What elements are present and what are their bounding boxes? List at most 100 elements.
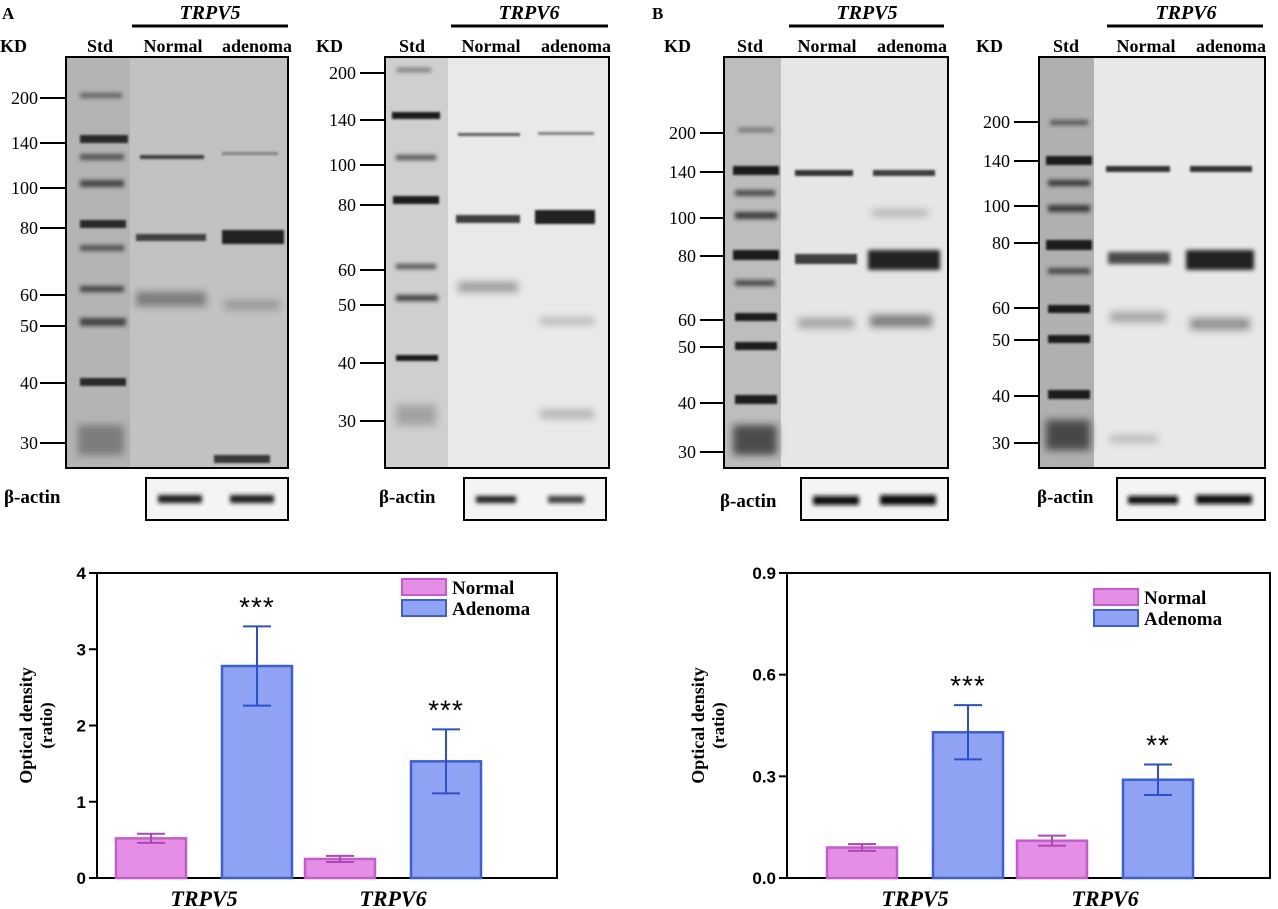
marker-ticks (700, 132, 724, 453)
lane-label-normal: Normal (462, 36, 521, 56)
marker-ticks (1014, 121, 1039, 444)
y-tick-label: 0 (77, 869, 86, 888)
marker-label: 30 (338, 411, 356, 431)
blot-b-trpv6: TRPV6 KD Std Normal adenoma (976, 2, 1266, 521)
std-label: Std (399, 36, 425, 56)
y-tick-label: 0.3 (752, 767, 776, 786)
actin-band (476, 496, 516, 503)
std-lane (1040, 58, 1094, 467)
significance-marker: *** (239, 591, 275, 622)
lane-label-normal: Normal (144, 36, 203, 56)
marker-label: 140 (329, 110, 356, 130)
bar-normal-trpv5 (114, 837, 188, 880)
marker-label: 60 (338, 260, 356, 280)
marker-label: 100 (11, 178, 38, 198)
marker-label: 40 (678, 393, 696, 413)
blot-a-trpv6: TRPV6 KD Std Normal adenoma (316, 2, 611, 521)
actin-band (1128, 496, 1178, 504)
std-label: Std (87, 36, 113, 56)
legend-swatch (401, 578, 447, 596)
gene-label: TRPV6 (1155, 2, 1216, 24)
legend-label: Adenoma (1144, 609, 1223, 630)
marker-label: 100 (329, 155, 356, 175)
marker-label: 100 (983, 196, 1010, 216)
marker-label: 200 (329, 63, 356, 83)
marker-ticks (360, 72, 385, 422)
sample-bands (456, 132, 595, 418)
loading-label: β-actin (720, 491, 777, 512)
marker-label: 60 (678, 310, 696, 330)
lane-label-adenoma: adenoma (222, 36, 292, 56)
std-label: Std (737, 36, 763, 56)
blot-a-trpv5: TRPV5 KD Std Normal adenoma (0, 2, 292, 521)
marker-label: 40 (992, 386, 1010, 406)
marker-labels: 200 140 100 80 60 50 40 30 (669, 123, 696, 462)
std-lane (725, 58, 781, 467)
lane-label-normal: Normal (798, 36, 857, 56)
marker-label: 140 (983, 151, 1010, 171)
x-category-label: TRPV6 (1071, 886, 1138, 909)
loading-label: β-actin (1037, 487, 1094, 508)
std-lane (67, 58, 130, 467)
y-tick-label: 0.6 (752, 666, 776, 685)
bar-adenoma-trpv5 (220, 664, 294, 880)
actin-band (548, 496, 584, 503)
sample-bands (136, 152, 284, 463)
marker-label: 200 (983, 112, 1010, 132)
y-tick-label: 1 (77, 793, 86, 812)
actin-band (813, 496, 859, 505)
x-category-label: TRPV5 (881, 886, 948, 909)
y-tick-label: 2 (77, 717, 86, 736)
legend-label: Normal (1144, 588, 1206, 609)
x-category-label: TRPV5 (170, 886, 237, 909)
bar-chart-a: 0 1 2 3 4 Optical density (ratio) *** TRPV5 *** TR… (16, 564, 558, 909)
loading-label: β-actin (379, 487, 436, 508)
y-axis-label: Optical density (688, 667, 708, 784)
std-bands (392, 68, 440, 425)
bar-adenoma-trpv6 (1121, 778, 1195, 880)
marker-label: 40 (20, 373, 38, 393)
significance-marker: *** (428, 694, 464, 725)
kd-label: KD (976, 36, 1003, 56)
y-axis-label: (ratio) (709, 702, 728, 748)
actin-band (880, 495, 936, 505)
y-axis-label: (ratio) (37, 702, 56, 748)
marker-label: 50 (992, 330, 1010, 350)
lane-label-adenoma: adenoma (541, 36, 611, 56)
legend-label: Normal (452, 578, 514, 599)
kd-label: KD (664, 36, 691, 56)
bar-normal-trpv5 (825, 846, 899, 880)
lane-label-adenoma: adenoma (1196, 36, 1266, 56)
std-lane (386, 58, 448, 467)
actin-band (230, 495, 274, 503)
marker-label: 60 (992, 298, 1010, 318)
sample-bands (1106, 166, 1254, 442)
legend-swatch (1093, 609, 1139, 627)
marker-label: 200 (669, 123, 696, 143)
gene-label: TRPV6 (498, 2, 559, 24)
marker-label: 40 (338, 353, 356, 373)
actin-band (1196, 495, 1252, 504)
kd-label: KD (0, 36, 27, 56)
panel-letter-a: A (2, 4, 15, 23)
lane-label-adenoma: adenoma (877, 36, 947, 56)
blot-b-trpv5: TRPV5 KD Std Normal adenoma (664, 2, 949, 521)
y-tick-label: 3 (77, 640, 86, 659)
marker-label: 60 (20, 285, 38, 305)
legend-swatch (1093, 588, 1139, 606)
std-bands (78, 93, 128, 455)
marker-label: 30 (678, 442, 696, 462)
sample-bands (795, 170, 940, 328)
marker-labels: 200 140 100 80 60 50 40 30 (983, 112, 1010, 453)
y-tick-label: 4 (77, 564, 87, 583)
marker-label: 30 (20, 433, 38, 453)
y-axis-label: Optical density (16, 667, 36, 784)
y-tick-label: 0.9 (752, 564, 776, 583)
kd-label: KD (316, 36, 343, 56)
gene-label: TRPV5 (836, 2, 897, 24)
actin-band (158, 495, 202, 503)
bar-chart-b: 0.0 0.3 0.6 0.9 Optical density (ratio) *** TRP… (688, 564, 1271, 909)
lane-label-normal: Normal (1117, 36, 1176, 56)
marker-labels: 200 140 100 80 60 50 40 30 (329, 63, 356, 431)
